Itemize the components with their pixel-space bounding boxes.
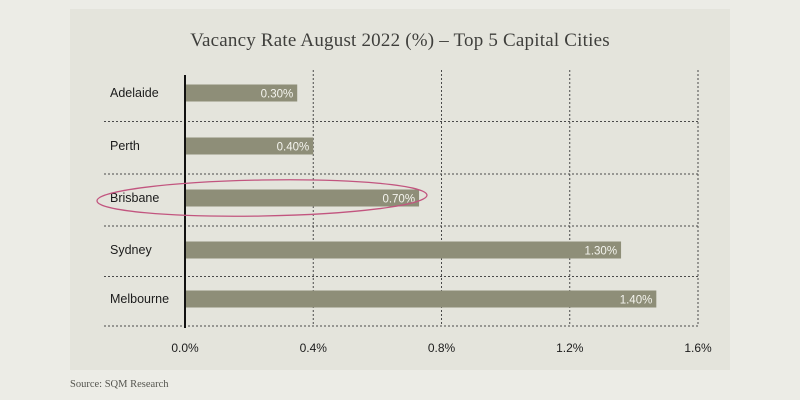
category-label: Brisbane [110,191,159,205]
data-label: 0.70% [382,194,415,206]
source-note: Source: SQM Research [70,379,169,390]
category-label: Sydney [110,243,152,257]
highlight-ellipse [96,179,428,217]
chart-title: Vacancy Rate August 2022 (%) – Top 5 Cap… [190,30,610,51]
x-tick-label: 0.4% [300,341,328,355]
x-tick-label: 1.6% [684,341,712,355]
data-label: 1.40% [620,295,653,307]
bar-sydney [185,241,622,259]
data-label: 0.30% [261,89,294,101]
category-label: Melbourne [110,292,169,306]
category-label: Perth [110,139,140,153]
x-tick-label: 1.2% [556,341,584,355]
bar-adelaide [185,84,298,102]
x-tick-label: 0.8% [428,341,456,355]
data-label: 0.40% [277,142,310,154]
bar-perth [185,137,314,155]
bar-brisbane [185,189,420,207]
bar-melbourne [185,290,657,308]
data-label: 1.30% [584,246,617,258]
category-label: Adelaide [110,86,159,100]
x-tick-label: 0.0% [171,341,199,355]
